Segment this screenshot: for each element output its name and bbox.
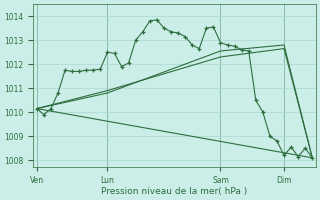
X-axis label: Pression niveau de la mer( hPa ): Pression niveau de la mer( hPa ): [101, 187, 248, 196]
